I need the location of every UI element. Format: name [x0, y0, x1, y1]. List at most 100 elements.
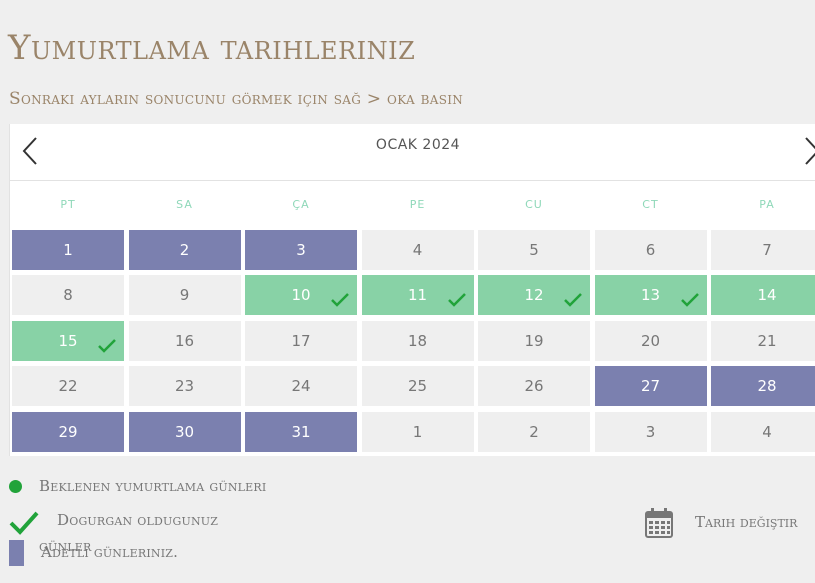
day-number: 15 — [58, 332, 78, 350]
day-number: 1 — [412, 423, 423, 441]
weekday-label: CT — [642, 198, 659, 211]
day-number: 13 — [640, 286, 661, 304]
day-number: 16 — [174, 332, 195, 350]
day-number: 3 — [296, 241, 306, 259]
chevron-left-icon — [16, 134, 46, 168]
calendar-day[interactable]: 29 — [12, 412, 124, 452]
legend-expected-ovulation: Beklenen yumurtlama günleri — [39, 477, 267, 495]
check-icon — [331, 293, 349, 311]
chevron-right-icon — [796, 134, 815, 168]
calendar-day[interactable]: 4 — [361, 230, 474, 270]
calendar-day[interactable]: 6 — [594, 230, 707, 270]
day-number: 27 — [640, 377, 661, 395]
legend-fertile-line2: günler — [39, 537, 92, 555]
calendar-day[interactable]: 17 — [245, 321, 357, 361]
calendar-day[interactable]: 16 — [128, 321, 241, 361]
day-number: 5 — [529, 241, 539, 259]
day-number: 8 — [63, 286, 73, 304]
day-number: 30 — [174, 423, 195, 441]
day-number: 10 — [291, 286, 311, 304]
calendar-day[interactable]: 24 — [245, 366, 357, 406]
day-number: 4 — [412, 241, 423, 259]
calendar-day[interactable]: 9 — [128, 275, 241, 315]
calendar-day[interactable]: 27 — [594, 366, 707, 406]
day-number: 2 — [529, 423, 539, 441]
weekday-label: PE — [409, 198, 426, 211]
calendar-day[interactable]: 10 — [245, 275, 357, 315]
day-number: 7 — [762, 241, 772, 259]
calendar-day[interactable]: 4 — [711, 412, 815, 452]
calendar-day[interactable]: 13 — [594, 275, 707, 315]
day-number: 14 — [757, 286, 777, 304]
change-date-button[interactable]: Tarih değiştir — [644, 505, 814, 541]
day-number: 26 — [524, 377, 544, 395]
calendar-header: OCAK 2024 — [10, 124, 815, 181]
day-number: 1 — [63, 241, 73, 259]
day-number: 23 — [174, 377, 195, 395]
calendar-day[interactable]: 3 — [245, 230, 357, 270]
calendar-day[interactable]: 25 — [361, 366, 474, 406]
day-number: 3 — [645, 423, 656, 441]
change-date-label: Tarih değiştir — [695, 513, 798, 531]
calendar-day[interactable]: 18 — [361, 321, 474, 361]
calendar-day[interactable]: 22 — [12, 366, 124, 406]
weekday-label: PA — [759, 198, 775, 211]
calendar-day[interactable]: 28 — [711, 366, 815, 406]
calendar-day[interactable]: 2 — [128, 230, 241, 270]
next-month-button[interactable] — [796, 134, 815, 168]
day-number: 12 — [524, 286, 544, 304]
calendar-day[interactable]: 7 — [711, 230, 815, 270]
calendar-day[interactable]: 12 — [478, 275, 590, 315]
prev-month-button[interactable] — [16, 134, 46, 168]
calendar-day[interactable]: 1 — [12, 230, 124, 270]
calendar-day[interactable]: 11 — [361, 275, 474, 315]
day-number: 4 — [762, 423, 772, 441]
day-number: 20 — [640, 332, 661, 350]
weekday-label: SA — [176, 198, 193, 211]
month-label: OCAK 2024 — [375, 137, 461, 153]
day-number: 17 — [291, 332, 311, 350]
day-number: 18 — [407, 332, 428, 350]
check-icon — [564, 293, 582, 311]
weekday-label: ÇA — [292, 198, 310, 211]
page-title: Yumurtlama tarihleriniz — [8, 28, 416, 68]
page-subtitle: Sonraki ayların sonucunu görmek için sağ… — [9, 89, 464, 109]
calendar-day[interactable]: 15 — [12, 321, 124, 361]
day-number: 2 — [179, 241, 190, 259]
calendar-day[interactable]: 3 — [594, 412, 707, 452]
check-icon — [9, 510, 39, 540]
legend-fertile-line1: Dogurgan oldugunuz — [57, 511, 219, 529]
day-number: 24 — [291, 377, 311, 395]
period-days-swatch — [9, 540, 24, 566]
check-icon — [447, 293, 466, 311]
expected-ovulation-dot-icon — [9, 480, 22, 493]
day-number: 28 — [757, 377, 777, 395]
weekday-label: CU — [525, 198, 543, 211]
day-number: 21 — [757, 332, 777, 350]
day-number: 29 — [58, 423, 78, 441]
calendar-day[interactable]: 26 — [478, 366, 590, 406]
day-number: 6 — [645, 241, 656, 259]
legend-period-days: Adetli günleriniz. — [41, 543, 179, 561]
calendar-day[interactable]: 23 — [128, 366, 241, 406]
calendar-day[interactable]: 5 — [478, 230, 590, 270]
day-number: 25 — [407, 377, 428, 395]
calendar-icon — [645, 508, 673, 538]
calendar-day[interactable]: 8 — [12, 275, 124, 315]
calendar-day[interactable]: 19 — [478, 321, 590, 361]
day-number: 19 — [524, 332, 544, 350]
calendar-day[interactable]: 30 — [128, 412, 241, 452]
check-icon — [98, 339, 116, 357]
calendar-day[interactable]: 14 — [711, 275, 815, 315]
check-icon — [680, 293, 699, 311]
calendar: OCAK 2024 PT SA ÇA PE CU CT PA 1 2 3 4 5 6 7 8 9 10 11 12… — [9, 124, 815, 456]
calendar-day[interactable]: 20 — [594, 321, 707, 361]
calendar-day[interactable]: 21 — [711, 321, 815, 361]
day-number: 22 — [58, 377, 78, 395]
calendar-day[interactable]: 31 — [245, 412, 357, 452]
weekday-label: PT — [60, 198, 76, 211]
day-number: 31 — [291, 423, 311, 441]
day-number: 9 — [179, 286, 190, 304]
calendar-day[interactable]: 1 — [361, 412, 474, 452]
calendar-day[interactable]: 2 — [478, 412, 590, 452]
